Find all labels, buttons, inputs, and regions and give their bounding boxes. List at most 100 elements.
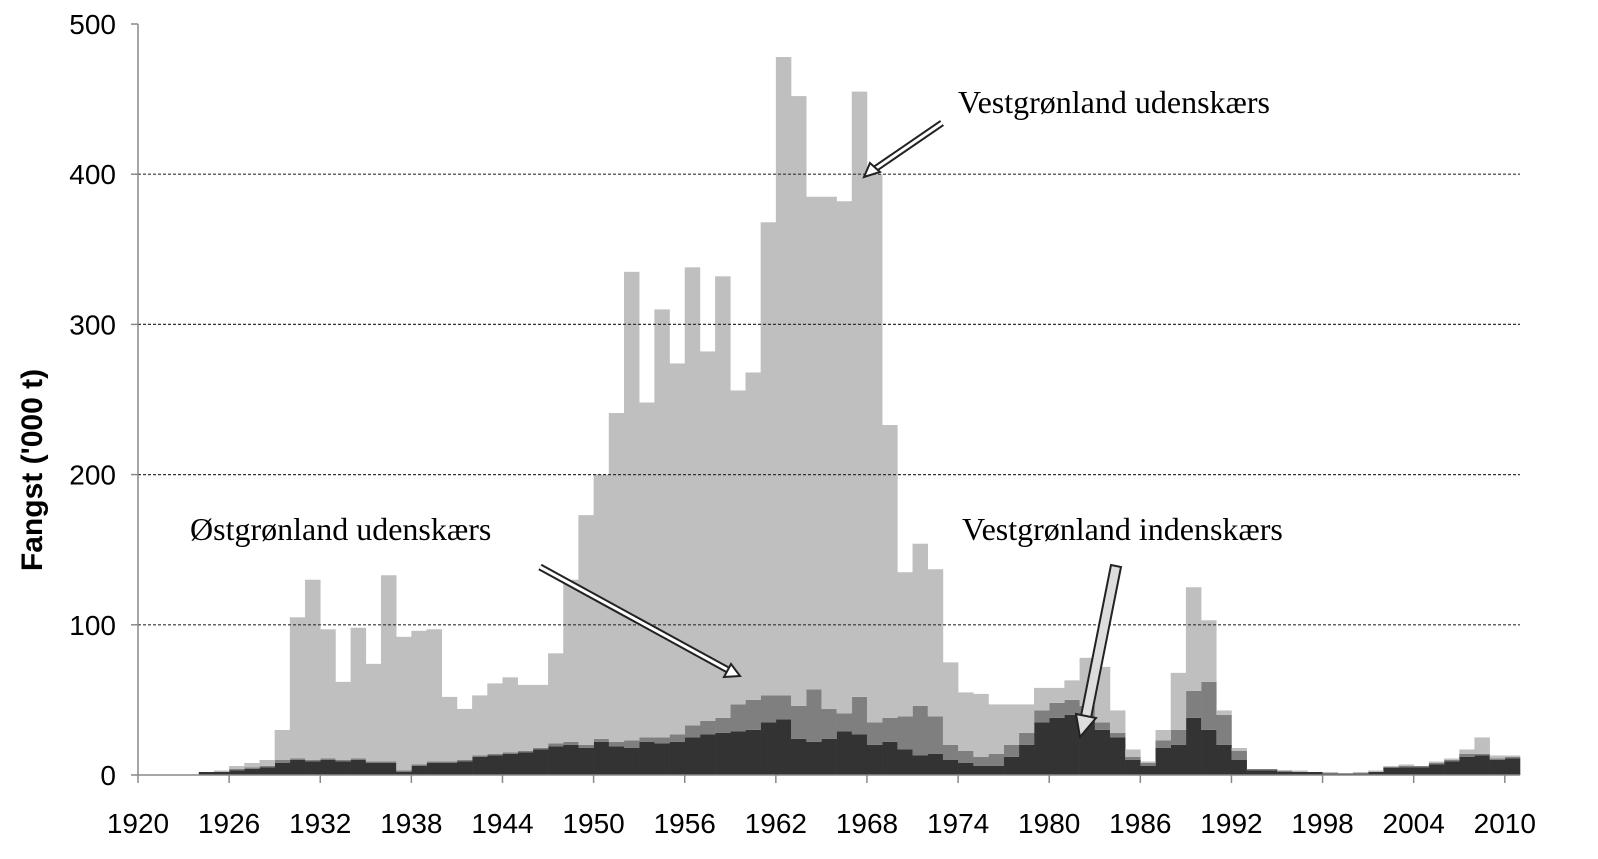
bar-segment [1398,765,1414,768]
y-tick-label: 400 [69,159,116,190]
bar-segment [1246,770,1263,775]
bar-segment [882,717,898,742]
bar-segment [1140,762,1156,766]
bar-segment [1413,765,1430,768]
bar-segment [791,705,807,739]
bar-segment [806,196,822,690]
bar-segment [548,746,564,775]
bar-segment [305,579,321,760]
bar-segment [1428,761,1445,763]
x-tick-label: 1944 [471,808,533,839]
bar-segment [866,174,883,723]
bar-segment [1261,770,1278,775]
bar-segment [305,759,321,762]
bar-segment [1504,755,1521,757]
bar-segment [851,91,868,697]
bar-segment [1018,732,1035,745]
bar-segment [715,732,731,775]
bar-segment [548,743,564,747]
bar-segment [1094,722,1111,730]
bar-segment [775,57,792,696]
bar-segment [1489,755,1506,759]
bar-segment [745,699,761,730]
bar-segment [1261,768,1278,771]
bar-segment [1474,753,1490,756]
bar-segment [942,744,959,760]
bar-segment [1489,758,1506,760]
bar-segment [426,762,443,775]
bar-segment [715,276,731,718]
arrow [862,120,944,179]
bar-segment [1231,747,1247,751]
bar-segment [912,705,929,756]
bar-segment [608,741,625,747]
bar-segment [426,761,443,763]
bar-segment [1064,699,1080,715]
bar-segment [335,681,351,760]
bar-segment [274,759,291,763]
bar-segment [958,762,974,775]
bar-segment [623,740,640,748]
bar-segment [593,474,610,739]
bar-segment [517,752,534,775]
bar-segment [1109,737,1126,775]
bar-segment [396,771,412,775]
bar-segment [1216,710,1232,715]
bar-segment [1140,765,1156,775]
x-tick-label: 2010 [1474,808,1536,839]
bar-segment [1064,680,1080,700]
bar-segment [274,762,291,775]
bar-segment [1185,587,1202,691]
bar-segment [730,731,746,775]
bar-segment [912,755,929,775]
y-axis-label: Fangst ('000 t) [16,369,49,571]
bar-segment [487,755,503,775]
x-tick-label: 1980 [1018,808,1080,839]
bar-segment [532,747,549,750]
x-tick-label: 1992 [1200,808,1262,839]
bar-segment [988,753,1004,766]
arrows [538,120,1123,740]
x-tick-label: 1962 [745,808,807,839]
bar-segment [1155,729,1172,741]
bar-segment [1018,704,1035,733]
bar-segment [502,753,518,775]
bar-segment [1125,756,1141,760]
bar-segment [1109,710,1126,733]
bar-segment [1292,771,1308,775]
bar-segment [380,761,397,763]
arrow [538,563,742,679]
bar-segment [1201,620,1217,682]
bar-segment [1155,747,1172,775]
bar-segment [623,271,640,741]
bar-segment [1277,770,1293,772]
bar-segment [988,765,1004,775]
x-tick-label: 1956 [654,808,716,839]
bar-segment [1185,690,1202,718]
bar-segment [1368,770,1384,772]
bar-segment [866,722,883,745]
bar-segment [289,759,306,775]
bar-segment [1474,755,1490,775]
bar-segment [259,765,275,768]
bar-segment [1034,722,1050,775]
bar-segment [821,708,837,739]
bar-segment [1277,771,1293,775]
bar-segment [1064,714,1080,775]
bar-segment [274,729,291,760]
bar-segment [958,750,974,763]
bar-segment [244,768,260,775]
bar-segment [1216,714,1232,745]
bar-segment [699,720,716,735]
x-tick-label: 1974 [927,808,989,839]
bar-segment [1216,744,1232,775]
bar-segment [1504,756,1521,759]
bar-segment [456,759,473,762]
bar-segment [942,759,959,775]
bar-segment [487,683,503,754]
bar-segment [684,267,701,726]
bar-segment [365,762,382,775]
bar-segment [1322,771,1339,774]
bar-segment [1368,771,1384,775]
